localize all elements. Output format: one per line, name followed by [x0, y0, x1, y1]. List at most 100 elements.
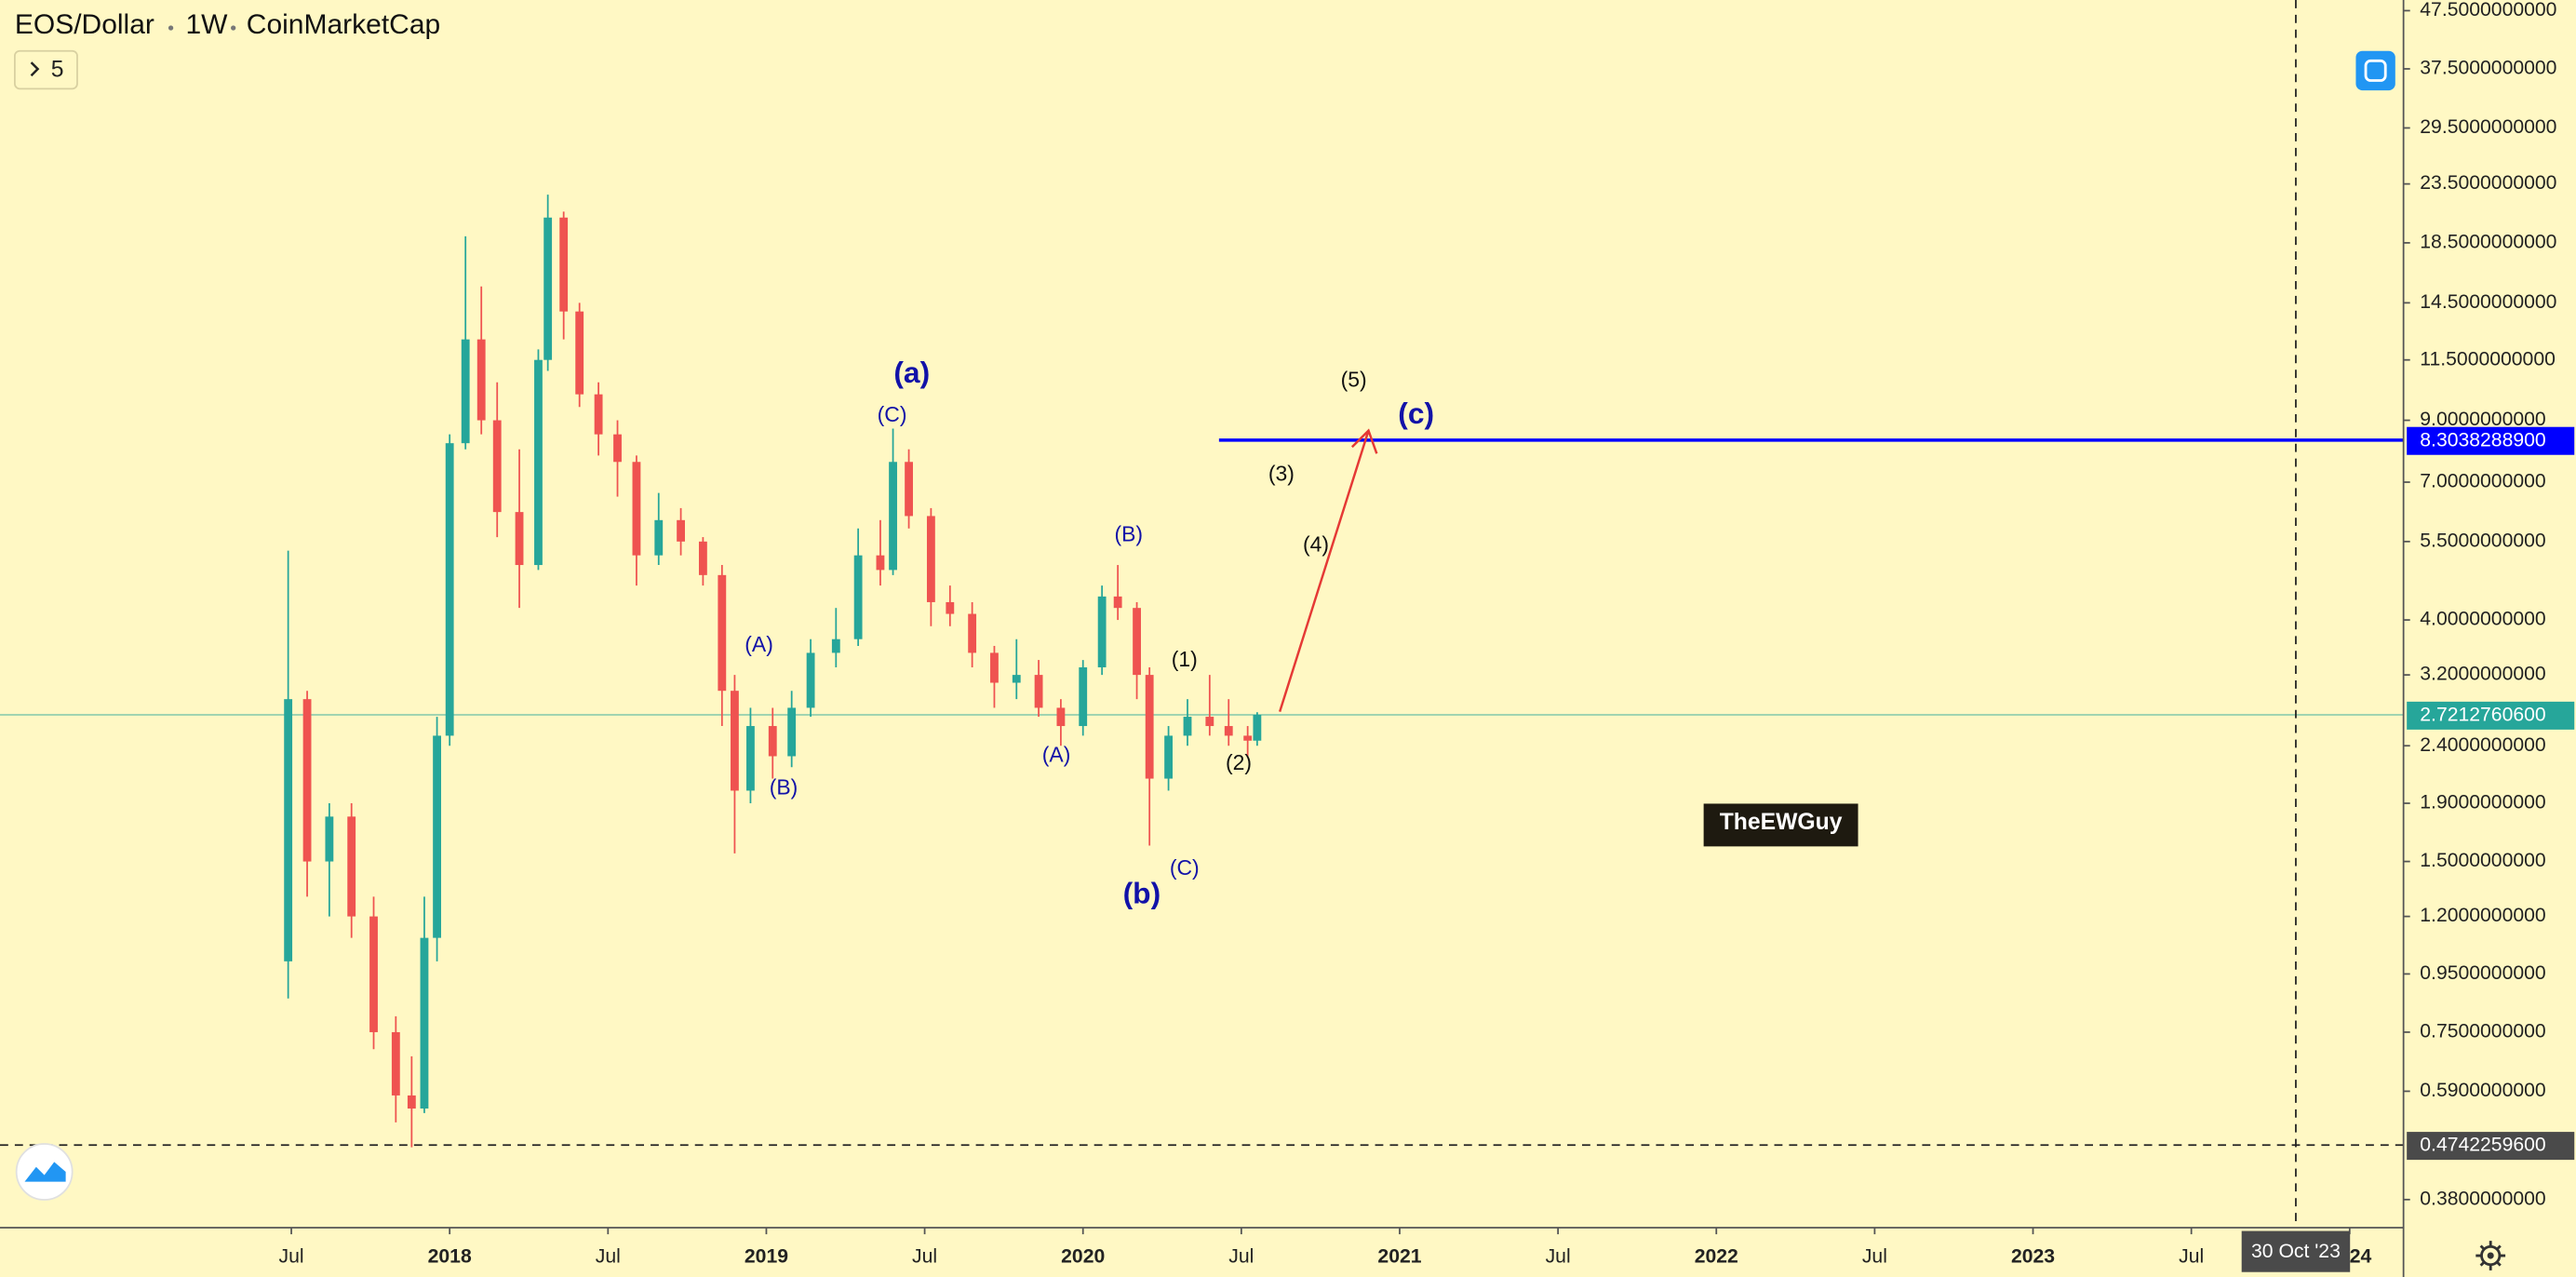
candle-body [746, 726, 755, 791]
wave-label: (B) [770, 775, 798, 800]
y-tick-label: 0.9500000000 [2420, 962, 2545, 984]
y-tick-label: 37.5000000000 [2420, 58, 2556, 79]
plot-area: (a) (C) (A) (B) (A) (B) (C) (b) (1) (2) (3) (4) (5) (… [0, 0, 2404, 1229]
x-tick-label: 2022 [1695, 1245, 1738, 1267]
candle-body [677, 519, 685, 542]
last-price-box [2407, 701, 2575, 730]
wave-label: (1) [1172, 647, 1198, 671]
toggle-box[interactable] [14, 49, 78, 90]
wave-label: (a) [893, 356, 930, 389]
candle-body [718, 574, 727, 692]
candle-body [806, 652, 815, 708]
interval[interactable]: 1W [185, 9, 228, 40]
indicators-count: 5 [51, 57, 64, 82]
candle-body [369, 916, 378, 1032]
y-tick-label: 5.5000000000 [2420, 530, 2545, 551]
x-tick-label: 2023 [2011, 1245, 2055, 1267]
wave-label: (A) [1042, 742, 1071, 766]
candle-body [302, 699, 312, 862]
crosshair-date-label: 30 Oct '23 [2251, 1241, 2341, 1262]
crosshair-price-box [2407, 1132, 2575, 1161]
candle-body [632, 462, 641, 556]
button-icon [2364, 59, 2387, 82]
separator [168, 25, 174, 31]
candle-body [543, 217, 553, 360]
candle-body [1205, 717, 1214, 727]
y-tick-label: 9.0000000000 [2420, 409, 2545, 430]
y-tick-label: 3.2000000000 [2420, 664, 2545, 685]
candle-body [613, 434, 622, 463]
candle-body [1012, 675, 1021, 683]
candle-body [575, 311, 584, 395]
candle-body [1145, 675, 1154, 779]
wave-label: (3) [1268, 461, 1295, 485]
candle-body [1253, 714, 1262, 741]
y-tick-label: 47.5000000000 [2420, 0, 2556, 20]
y-tick-label: 11.5000000000 [2420, 348, 2556, 370]
candle-body [768, 726, 777, 757]
gear-teeth [2475, 1241, 2506, 1270]
wave-label: (2) [1226, 750, 1252, 774]
y-tick-label: 14.5000000000 [2420, 291, 2556, 313]
candle-body [787, 707, 797, 757]
separator [231, 25, 236, 31]
x-tick-label: 2019 [745, 1245, 788, 1267]
gear-ring[interactable] [2480, 1244, 2502, 1267]
candle-body [433, 735, 441, 938]
candle-body [968, 613, 977, 653]
axes: 47.5000000000 37.5000000000 29.5000000000 2… [279, 0, 2575, 1272]
candle-body [926, 516, 935, 602]
candle-body [515, 512, 524, 566]
candle-body [461, 339, 470, 444]
candle-body [407, 1095, 416, 1109]
wave-label: (C) [878, 402, 907, 426]
candle-body [476, 339, 486, 421]
x-tick-label: Jul [912, 1245, 937, 1267]
x-tick-label: Jul [1546, 1245, 1571, 1267]
y-tick-label: 1.9000000000 [2420, 792, 2545, 813]
button-bg[interactable] [2355, 50, 2395, 91]
x-tick-label: Jul [1862, 1245, 1887, 1267]
candle-body [853, 555, 863, 639]
x-tick-label: 2021 [1377, 1245, 1421, 1267]
candle-body [1133, 608, 1141, 676]
target-price-box [2407, 426, 2575, 455]
y-tick-label: 29.5000000000 [2420, 116, 2556, 138]
wave-label: (A) [745, 632, 773, 656]
watermark: TheEWGuy [1720, 810, 1843, 835]
wave-label: (5) [1341, 368, 1367, 392]
candle-body [534, 359, 543, 566]
candle-body [905, 462, 913, 517]
settings-gear[interactable] [2475, 1241, 2506, 1270]
y-tick-label: 1.5000000000 [2420, 850, 2545, 871]
wave-label: (c) [1398, 397, 1434, 430]
y-tick-label: 23.5000000000 [2420, 172, 2556, 194]
x-tick-label: Jul [279, 1245, 304, 1267]
projection-arrow [1278, 428, 1378, 712]
candle-body [492, 420, 502, 513]
candle-body [347, 816, 356, 917]
tradingview-logo[interactable] [15, 1143, 74, 1201]
candle-body [1097, 596, 1107, 667]
watermark-box [1703, 803, 1858, 847]
candle-body [654, 519, 664, 556]
x-tick-label: 2018 [428, 1245, 472, 1267]
symbol: EOS/Dollar [15, 9, 154, 40]
candle-body [1224, 726, 1233, 736]
indicators-toggle[interactable]: 5 [14, 49, 78, 90]
candle-body [946, 601, 955, 614]
candle-body [889, 462, 897, 571]
wave-label: (b) [1123, 877, 1161, 910]
x-tick-label: Jul [596, 1245, 621, 1267]
y-tick-label: 4.0000000000 [2420, 609, 2545, 630]
y-tick-label: 2.4000000000 [2420, 734, 2545, 756]
screenshot-button[interactable] [2355, 50, 2395, 91]
candle-body [1034, 675, 1043, 708]
candle-body [1243, 735, 1253, 741]
logo-circle[interactable] [15, 1143, 74, 1201]
candle-body [1113, 596, 1122, 609]
logo-icon [24, 1162, 66, 1182]
chevron-icon [30, 61, 40, 77]
